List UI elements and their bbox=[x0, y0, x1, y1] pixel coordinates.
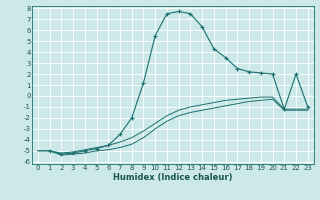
X-axis label: Humidex (Indice chaleur): Humidex (Indice chaleur) bbox=[113, 173, 233, 182]
